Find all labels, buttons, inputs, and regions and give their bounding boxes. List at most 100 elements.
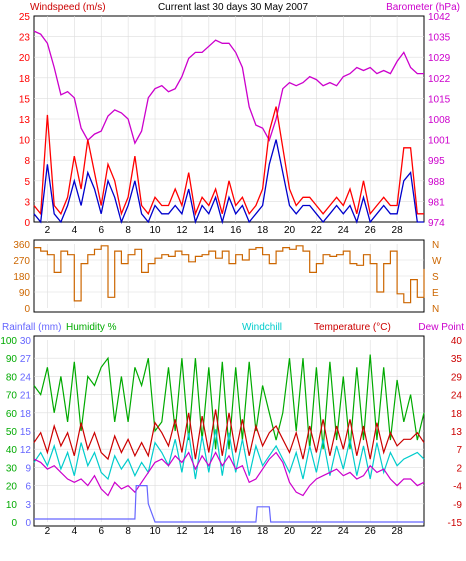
series-wind-direction <box>34 245 425 304</box>
barometer-tick-3: 1022 <box>428 74 451 85</box>
windspeed-tick-3: 18 <box>19 74 31 85</box>
temperature-x-tick-4: 10 <box>149 526 161 537</box>
temperature-x-tick-3: 8 <box>125 526 131 537</box>
temperature-tick-9: -9 <box>453 500 462 511</box>
wind-x-ticks: 2 4 6 8 10 12 14 16 18 20 22 24 26 28 <box>45 225 403 236</box>
direction-degree-tick-1: 270 <box>13 256 30 267</box>
direction-compass-tick-1: W <box>432 256 442 267</box>
rainfall-tick-8: 6 <box>25 482 31 493</box>
temperature-tick-0: 40 <box>451 336 463 347</box>
temperature-tick-7: 2 <box>456 463 462 474</box>
wind-x-tick-4: 10 <box>149 225 161 236</box>
wind-x-tick-1: 4 <box>72 225 78 236</box>
barometer-ticks: 1042 1035 1029 1022 1015 1008 1001 995 988 981 974 <box>428 12 451 229</box>
windchill-axis-label: Windchill <box>242 322 282 333</box>
temperature-ticks: 40 35 29 24 18 13 7 2 -4 -9 -15 <box>448 336 463 529</box>
temperature-axis-label: Temperature (°C) <box>314 322 391 333</box>
temperature-tick-2: 29 <box>451 372 463 383</box>
wind-x-tick-8: 18 <box>257 225 269 236</box>
wind-x-tick-9: 20 <box>284 225 296 236</box>
windspeed-tick-0: 25 <box>19 12 31 23</box>
humidity-tick-1: 90 <box>6 354 18 365</box>
wind-x-tick-10: 22 <box>311 225 323 236</box>
rainfall-tick-5: 15 <box>20 427 32 438</box>
temperature-x-tick-12: 26 <box>365 526 377 537</box>
windspeed-axis-label: Windspeed (m/s) <box>30 2 106 13</box>
windspeed-tick-6: 10 <box>19 136 31 147</box>
humidity-tick-4: 60 <box>6 409 18 420</box>
temperature-x-tick-0: 2 <box>45 526 51 537</box>
humidity-tick-7: 30 <box>6 463 18 474</box>
wind-x-tick-5: 12 <box>176 225 188 236</box>
series-gust <box>33 106 424 217</box>
windspeed-tick-7: 8 <box>24 156 30 167</box>
barometer-axis-label: Barometer (hPa) <box>386 2 460 13</box>
direction-degree-tick-3: 90 <box>19 288 31 299</box>
temperature-x-tick-11: 24 <box>338 526 350 537</box>
barometer-tick-5: 1008 <box>428 115 451 126</box>
dewpoint-axis-label: Dew Point <box>418 322 464 333</box>
series-barometer <box>33 30 424 145</box>
barometer-tick-7: 995 <box>428 156 445 167</box>
direction-compass-tick-2: S <box>432 272 439 283</box>
series-average <box>33 139 424 225</box>
humidity-tick-0: 100 <box>0 336 17 347</box>
barometer-tick-8: 988 <box>428 177 445 188</box>
temperature-tick-5: 13 <box>451 427 463 438</box>
wind-x-tick-3: 8 <box>125 225 131 236</box>
humidity-tick-10: 0 <box>11 518 17 529</box>
rainfall-tick-3: 21 <box>20 391 32 402</box>
barometer-tick-1: 1035 <box>428 33 451 44</box>
rainfall-axis-label: Rainfall (mm) <box>2 322 61 333</box>
series-temperature <box>33 409 425 461</box>
barometer-tick-0: 1042 <box>428 12 451 23</box>
wind-x-tick-2: 6 <box>98 225 104 236</box>
windspeed-tick-5: 13 <box>19 115 31 126</box>
wind-x-tick-11: 24 <box>338 225 350 236</box>
temperature-x-tick-9: 20 <box>284 526 296 537</box>
wind-x-tick-0: 2 <box>45 225 51 236</box>
humidity-tick-8: 20 <box>6 482 18 493</box>
direction-degree-tick-2: 180 <box>13 272 30 283</box>
wind-x-tick-13: 28 <box>392 225 404 236</box>
windspeed-tick-2: 20 <box>19 53 31 64</box>
temperature-tick-8: -4 <box>453 482 462 493</box>
direction-degree-ticks: 360 270 180 90 0 <box>13 240 30 315</box>
temperature-x-tick-10: 22 <box>311 526 323 537</box>
temperature-series <box>33 354 425 523</box>
barometer-tick-6: 1001 <box>428 136 451 147</box>
rainfall-tick-0: 30 <box>20 336 32 347</box>
series-humidity <box>33 354 425 450</box>
rainfall-tick-1: 27 <box>20 354 32 365</box>
direction-compass-tick-4: N <box>432 304 439 315</box>
humidity-tick-9: 10 <box>6 500 18 511</box>
direction-compass-tick-3: E <box>432 288 439 299</box>
series-dew-point <box>33 451 425 497</box>
barometer-tick-9: 981 <box>428 197 445 208</box>
temperature-tick-6: 7 <box>456 445 462 456</box>
barometer-tick-4: 1015 <box>428 94 451 105</box>
windspeed-tick-10: 0 <box>24 218 30 229</box>
humidity-tick-5: 50 <box>6 427 18 438</box>
humidity-tick-2: 80 <box>6 372 18 383</box>
wind-series <box>33 30 424 225</box>
temperature-x-tick-5: 12 <box>176 526 188 537</box>
rainfall-tick-7: 9 <box>25 463 31 474</box>
temperature-tick-10: -15 <box>448 518 463 529</box>
rainfall-tick-10: 0 <box>25 518 31 529</box>
barometer-tick-2: 1029 <box>428 53 451 64</box>
direction-series <box>34 245 425 304</box>
windspeed-ticks: 25 23 20 18 15 13 10 8 5 3 0 <box>19 12 31 229</box>
direction-degree-tick-0: 360 <box>13 240 30 251</box>
chart-title: Current last 30 days 30 May 2007 <box>158 2 309 13</box>
wind-x-tick-6: 14 <box>203 225 215 236</box>
temperature-x-tick-2: 6 <box>98 526 104 537</box>
series-rainfall <box>34 485 424 523</box>
temperature-tick-1: 35 <box>451 354 463 365</box>
windspeed-tick-4: 15 <box>19 94 31 105</box>
rainfall-tick-6: 12 <box>20 445 32 456</box>
